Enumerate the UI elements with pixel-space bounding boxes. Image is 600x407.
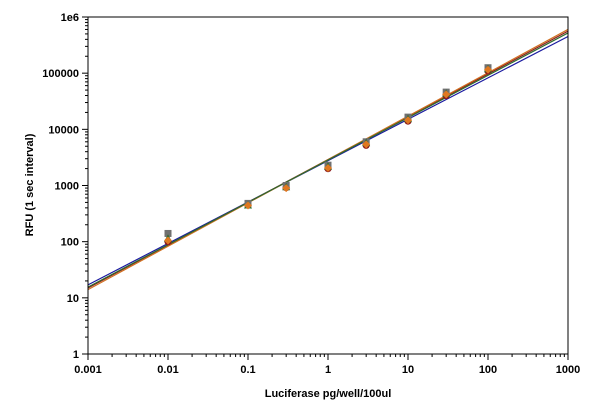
data-point: [164, 236, 172, 245]
y-tick-label: 10000: [48, 124, 79, 136]
data-point: [442, 90, 451, 99]
y-axis-ticks: 1 10 100 1000 10000 100000 1e6: [42, 12, 88, 361]
plot-frame: [87, 16, 569, 355]
fit-line: [87, 32, 569, 288]
y-axis-label: RFU (1 sec interval): [24, 133, 36, 236]
x-axis-ticks: 0.001 0.01 0.1 1 10 100 1000: [74, 354, 580, 376]
data-point: [244, 201, 252, 210]
x-tick-label: 0.1: [240, 364, 255, 376]
data-point: [164, 229, 172, 237]
x-tick-label: 1000: [556, 364, 580, 376]
data-point: [324, 163, 332, 172]
y-tick-label: 100000: [42, 68, 79, 80]
x-tick-label: 0.001: [74, 364, 102, 376]
data-points: [164, 64, 492, 246]
x-axis-label: Luciferase pg/well/100ul: [265, 388, 392, 400]
x-tick-label: 100: [479, 364, 497, 376]
data-point: [404, 116, 412, 125]
y-tick-label: 1: [73, 349, 79, 361]
y-tick-label: 1e6: [61, 12, 79, 24]
y-tick-label: 10: [67, 293, 79, 305]
data-point: [484, 65, 492, 74]
x-tick-label: 10: [402, 364, 414, 376]
y-tick-label: 100: [61, 237, 79, 249]
data-point: [282, 184, 291, 193]
x-tick-label: 0.01: [157, 364, 178, 376]
y-tick-label: 1000: [55, 181, 79, 193]
data-point: [362, 140, 371, 149]
x-tick-label: 1: [325, 364, 331, 376]
fit-lines: [87, 28, 569, 291]
